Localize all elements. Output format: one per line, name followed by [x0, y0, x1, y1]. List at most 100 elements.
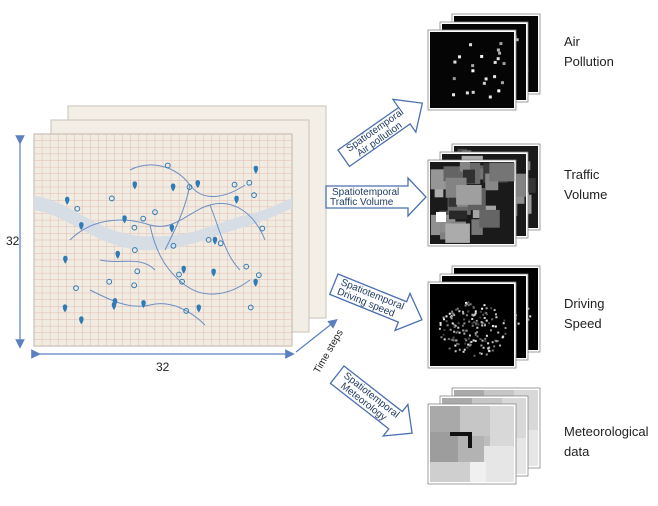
traffic-patch [471, 219, 483, 235]
speed-pixel [458, 348, 461, 351]
meteorology-region [490, 406, 514, 446]
traffic-patch [463, 169, 476, 184]
sensor-circle-icon [186, 184, 193, 190]
speed-pixel [465, 339, 468, 342]
speed-pixel [453, 326, 456, 329]
sensor-marker-icon [122, 215, 127, 224]
image-layer [427, 159, 517, 247]
sensor-marker-icon [234, 195, 239, 204]
speed-pixel [485, 307, 488, 310]
speed-pixel [488, 350, 491, 353]
speed-pixel [479, 338, 482, 341]
pollution-point [500, 81, 504, 85]
speed-pixel [471, 313, 474, 316]
speed-pixel [464, 304, 467, 307]
speed-pixel [454, 324, 457, 327]
output-label-meteorological-data-line2: data [564, 444, 590, 459]
sensor-marker-icon [132, 181, 138, 190]
speed-pixel [480, 321, 483, 324]
speed-pixel [481, 322, 484, 325]
speed-pixel [483, 304, 486, 307]
speed-pixel [490, 307, 493, 310]
time-steps-arrow [295, 319, 338, 353]
speed-pixel [445, 320, 448, 323]
speed-pixel [467, 301, 470, 304]
speed-pixel [461, 324, 464, 327]
speed-pixel [485, 319, 488, 322]
speed-pixel [473, 313, 476, 316]
speed-pixel [485, 334, 488, 337]
sensor-circle-icon [140, 215, 147, 222]
width-dimension-label: 32 [156, 360, 170, 374]
image-layer [427, 29, 517, 111]
pollution-point [471, 69, 475, 73]
speed-pixel [461, 310, 464, 313]
speed-pixel [455, 308, 458, 311]
speed-pixel [451, 339, 454, 342]
speed-pixel [517, 322, 520, 325]
speed-pixel [483, 316, 486, 319]
speed-pixel [442, 316, 445, 319]
speed-pixel [469, 343, 472, 346]
meteorology-region [430, 406, 460, 432]
sensor-marker-icon [63, 255, 68, 264]
speed-pixel [503, 319, 506, 322]
speed-pixel [488, 346, 491, 349]
meteorology-image-stack [427, 387, 541, 485]
pollution-point [497, 89, 501, 93]
speed-pixel [477, 323, 480, 326]
speed-pixel [465, 329, 468, 332]
speed-pixel [479, 316, 482, 319]
speed-pixel [449, 316, 452, 319]
output-label-driving-speed-line2: Speed [564, 316, 602, 331]
pollution-point [496, 48, 500, 52]
output-label-traffic-volume-line2: Volume [564, 187, 608, 202]
speed-pixel [495, 340, 498, 343]
speed-pixel [457, 343, 460, 346]
pollution-point [488, 95, 492, 99]
speed-pixel [468, 320, 471, 323]
pollution-point [452, 77, 456, 81]
speed-pixel [443, 329, 446, 332]
speed-pixel [485, 313, 488, 316]
sensor-marker-icon [64, 196, 70, 205]
sensor-circle-icon [73, 285, 79, 292]
speed-pixel [442, 333, 445, 336]
pollution-point [498, 51, 502, 55]
speed-pixel [443, 318, 446, 321]
pollution-point [452, 93, 456, 97]
sensor-marker-icon [253, 165, 259, 174]
speed-pixel [484, 337, 487, 340]
speed-pixel [475, 323, 478, 326]
speed-pixel [463, 318, 466, 321]
speed-pixel [472, 306, 475, 309]
image-layer [427, 403, 517, 485]
map-features [34, 162, 292, 326]
pollution-point [496, 57, 500, 61]
speed-pixel [449, 328, 452, 331]
speed-pixel [480, 352, 483, 355]
speed-pixel [454, 350, 457, 353]
sensor-marker-icon [212, 236, 218, 245]
output-label-meteorological-data: Meteorological data [564, 422, 649, 462]
speed-pixel [458, 331, 461, 334]
traffic-patch [443, 166, 463, 182]
speed-pixel [438, 327, 441, 330]
speed-pixel [504, 326, 507, 329]
sensor-circle-icon [131, 224, 138, 231]
meteorology-region [470, 462, 486, 482]
speed-pixel [479, 310, 482, 313]
speed-pixel [465, 302, 468, 305]
speed-pixel [463, 332, 466, 335]
output-label-air-pollution-line1: Air [564, 34, 580, 49]
traffic-patch [436, 212, 446, 222]
speed-pixel [504, 332, 507, 335]
speed-pixel [463, 322, 466, 325]
speed-pixel [480, 344, 483, 347]
speed-pixel [487, 347, 490, 350]
speed-pixel [476, 331, 479, 334]
sensor-marker-icon [141, 300, 146, 309]
sensor-marker-icon [181, 265, 186, 274]
sensor-circle-icon [243, 263, 250, 270]
